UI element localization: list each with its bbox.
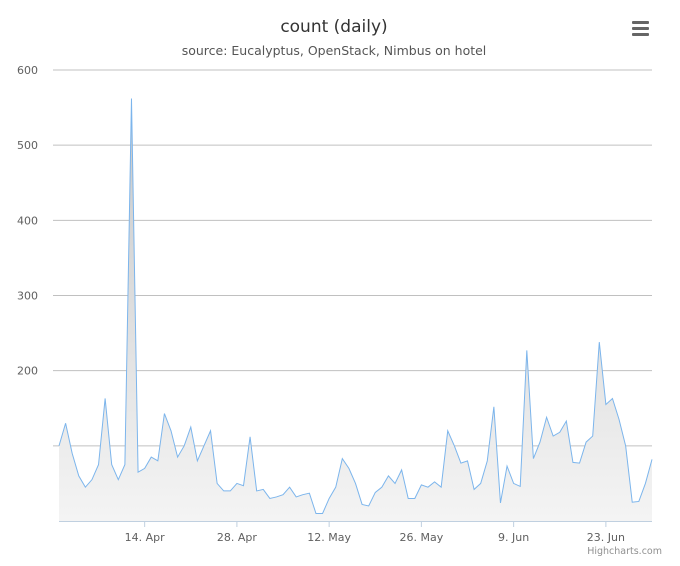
y-tick-label: 200	[17, 365, 38, 378]
chart-title: count (daily)	[280, 17, 387, 37]
x-tick-label: 9. Jun	[498, 531, 529, 544]
series-line	[58, 98, 653, 514]
y-tick-label: 500	[17, 139, 38, 152]
y-tick-label: 300	[17, 290, 38, 303]
x-tick-label: 26. May	[400, 531, 444, 544]
y-tick-label: 400	[17, 214, 38, 227]
x-tick-label: 23. Jun	[587, 531, 625, 544]
axes: 14. Apr 28. Apr 12. May 26. May 9. Jun 23. Ju…	[59, 521, 652, 544]
hamburger-menu-icon[interactable]	[629, 18, 653, 40]
x-tick-label: 12. May	[307, 531, 351, 544]
x-tick-label: 28. Apr	[217, 531, 257, 544]
y-tick-label: 600	[17, 64, 38, 77]
area-series	[58, 98, 653, 521]
credits-text[interactable]: Highcharts.com	[587, 546, 662, 557]
x-tick-label: 14. Apr	[125, 531, 165, 544]
grid-lines: 200 300 400 500 600	[17, 64, 652, 447]
chart-subtitle: source: Eucalyptus, OpenStack, Nimbus on…	[182, 43, 487, 58]
area-fill	[59, 98, 652, 521]
